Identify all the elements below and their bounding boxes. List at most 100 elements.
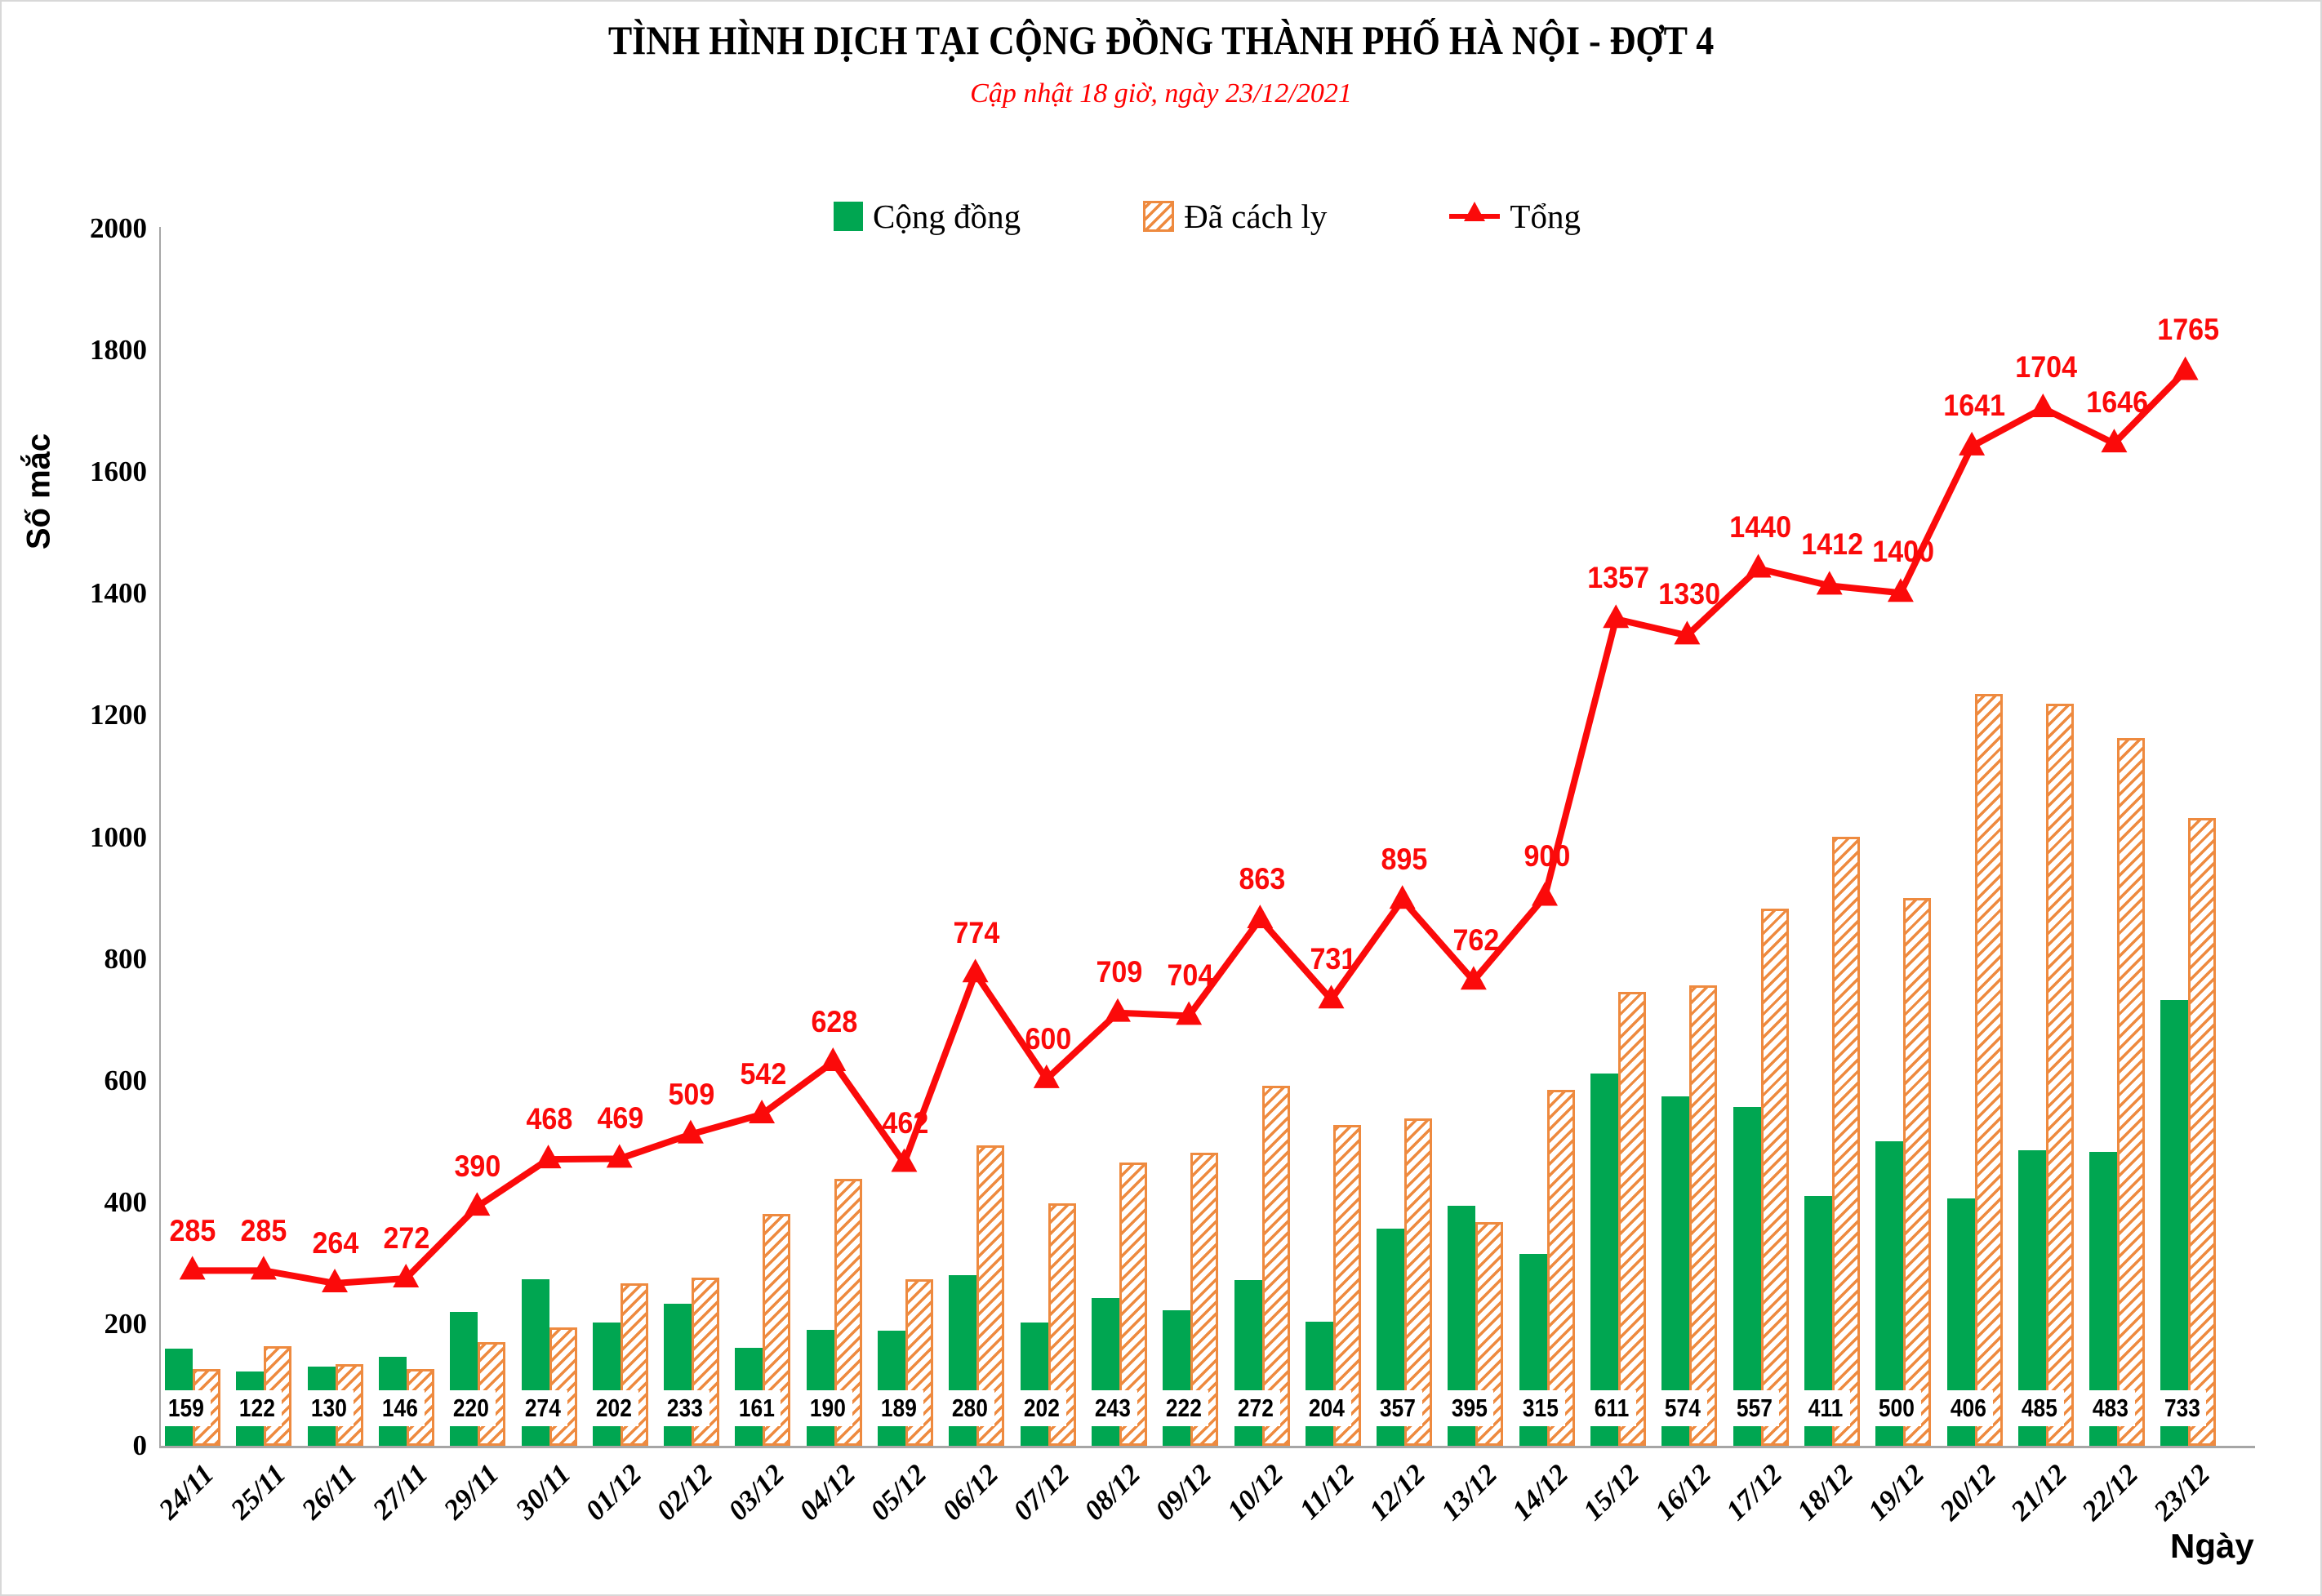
total-value-label: 1357: [1557, 561, 1679, 595]
x-tick-label: 10/12: [1221, 1458, 1290, 1527]
total-value-label: 762: [1414, 923, 1537, 958]
bar-value-text: 202: [1023, 1394, 1060, 1422]
x-tick-label: 04/12: [793, 1458, 862, 1527]
total-value-label: 390: [416, 1149, 539, 1184]
x-tick-label: 11/12: [1292, 1458, 1361, 1526]
total-value-label: 1646: [2056, 385, 2178, 420]
legend-label: Tổng: [1510, 198, 1581, 235]
x-tick-label: 13/12: [1435, 1458, 1503, 1527]
total-value-label: 628: [773, 1005, 896, 1039]
bar-value-label: 406: [1943, 1390, 1993, 1426]
bar-value-label: 280: [945, 1390, 995, 1426]
bar-value-text: 733: [2164, 1394, 2200, 1422]
y-tick-label: 400: [104, 1185, 148, 1218]
bar-value-label: 557: [1729, 1390, 1779, 1426]
bar-value-text: 272: [1237, 1394, 1274, 1422]
bar-value-text: 243: [1094, 1394, 1131, 1422]
total-value-text: 469: [597, 1101, 644, 1136]
bar-value-label: 122: [233, 1390, 282, 1426]
legend-total-triangle-icon: [1464, 202, 1486, 221]
total-value-text: 1357: [1587, 561, 1649, 595]
total-value-label: 542: [701, 1057, 824, 1091]
total-value-label: 1330: [1628, 577, 1750, 611]
total-value-text: 390: [454, 1149, 501, 1184]
bar-value-text: 146: [381, 1394, 418, 1422]
total-value-text: 628: [811, 1004, 858, 1038]
bar-value-label: 485: [2014, 1390, 2064, 1426]
legend-label: Cộng đồng: [873, 198, 1021, 235]
y-tick-label: 2000: [90, 212, 147, 244]
total-value-label: 285: [131, 1214, 254, 1248]
x-tick-label: 25/11: [224, 1458, 291, 1526]
total-value-text: 704: [1167, 958, 1214, 993]
x-tick-label: 12/12: [1363, 1458, 1432, 1527]
y-axis-line: [159, 227, 161, 1447]
y-tick-label: 600: [104, 1064, 148, 1096]
x-tick-label: 05/12: [864, 1458, 933, 1527]
total-value-text: 709: [1096, 955, 1143, 989]
bar-value-label: 130: [304, 1390, 354, 1426]
total-value-text: 285: [240, 1213, 287, 1247]
total-value-label: 1440: [1700, 510, 1822, 545]
bar-value-text: 222: [1166, 1394, 1203, 1422]
y-tick-label: 1000: [90, 820, 147, 853]
x-axis-title: Ngày: [2170, 1527, 2254, 1565]
bar-value-label: 243: [1088, 1390, 1137, 1426]
bar-value-label: 202: [589, 1390, 638, 1426]
total-value-label: 704: [1129, 958, 1252, 993]
y-tick-label: 1400: [90, 577, 147, 610]
legend-item-total: Tổng: [1449, 197, 1581, 236]
x-tick-label: 02/12: [650, 1458, 719, 1527]
bar-value-text: 315: [1522, 1394, 1559, 1422]
bar-value-text: 161: [738, 1394, 775, 1422]
total-value-label: 600: [987, 1022, 1110, 1056]
chart-subtitle: Cập nhật 18 giờ, ngày 23/12/2021: [970, 78, 1352, 109]
total-value-text: 1330: [1658, 577, 1721, 611]
x-tick-label: 18/12: [1790, 1458, 1860, 1527]
total-value-label: 468: [488, 1102, 611, 1136]
total-value-text: 1641: [1943, 388, 2006, 422]
total-value-text: 1440: [1729, 510, 1792, 545]
total-value-text: 462: [882, 1105, 929, 1140]
bar-value-label: 733: [2157, 1390, 2207, 1426]
total-value-text: 468: [526, 1102, 572, 1136]
x-tick-label: 07/12: [1007, 1458, 1076, 1527]
bar-value-label: 574: [1658, 1390, 1708, 1426]
total-value-label: 1412: [1771, 527, 1893, 562]
total-value-label: 1704: [1985, 350, 2107, 385]
total-value-label: 1641: [1914, 389, 2036, 423]
x-axis-line: [159, 1446, 2255, 1448]
bar-value-text: 202: [595, 1394, 632, 1422]
bar-value-text: 204: [1308, 1394, 1345, 1422]
total-value-text: 542: [739, 1056, 786, 1091]
bar-value-text: 483: [2093, 1394, 2129, 1422]
bar-value-text: 611: [1594, 1394, 1630, 1422]
x-tick-label: 01/12: [579, 1458, 648, 1527]
bar-value-text: 574: [1665, 1394, 1701, 1422]
x-tick-label: 15/12: [1577, 1458, 1646, 1527]
y-tick-label: 1600: [90, 456, 147, 488]
y-tick-label: 0: [132, 1429, 148, 1461]
bar-value-label: 204: [1301, 1390, 1351, 1426]
bar-value-label: 395: [1444, 1390, 1494, 1426]
legend-swatch-quarantined-icon: [1143, 201, 1175, 232]
bar-value-text: 130: [310, 1394, 347, 1422]
bar-value-text: 189: [881, 1394, 917, 1422]
x-tick-label: 26/11: [295, 1458, 363, 1526]
bar-value-text: 500: [1879, 1394, 1915, 1422]
total-value-text: 1400: [1872, 535, 1935, 569]
bar-value-text: 220: [453, 1394, 490, 1422]
total-value-label: 709: [1058, 955, 1181, 989]
bar-community: [878, 1331, 905, 1446]
x-tick-label: 21/12: [2004, 1458, 2074, 1527]
total-value-label: 285: [202, 1214, 325, 1248]
bar-value-label: 159: [162, 1390, 211, 1426]
x-tick-label: 17/12: [1719, 1458, 1789, 1527]
x-tick-label: 30/11: [509, 1458, 577, 1526]
total-value-text: 731: [1310, 942, 1357, 976]
total-value-text: 1765: [2157, 313, 2220, 347]
legend: Cộng đồng Đã cách ly Tổng: [159, 189, 2255, 243]
legend-item-community: Cộng đồng: [834, 197, 1021, 236]
